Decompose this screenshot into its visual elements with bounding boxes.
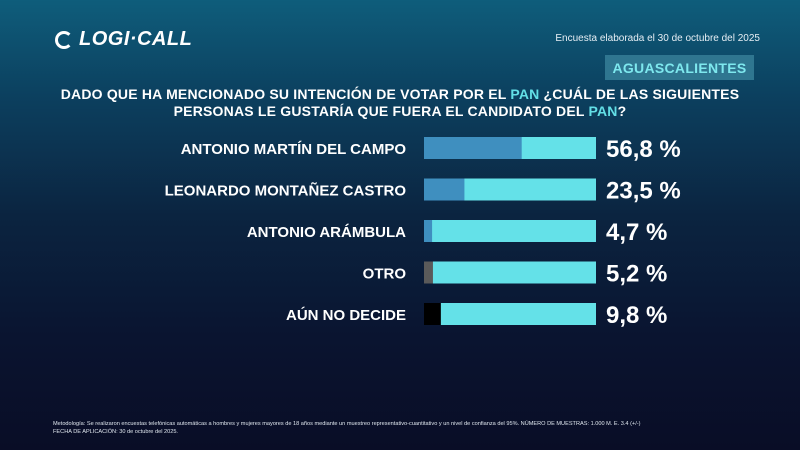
category-label: LEONARDO MONTAÑEZ CASTRO xyxy=(165,182,407,200)
region-badge: AGUASCALIENTES xyxy=(605,55,754,80)
question-title: DADO QUE HA MENCIONADO SU INTENCIÓN DE V… xyxy=(40,86,760,120)
value-label: 4,7 % xyxy=(606,219,667,246)
survey-date: Encuesta elaborada el 30 de octubre del … xyxy=(555,33,760,44)
category-label: ANTONIO MARTÍN DEL CAMPO xyxy=(181,141,407,158)
methodology-line: Metodología: Se realizaron encuestas tel… xyxy=(53,421,641,427)
bar xyxy=(424,220,433,242)
value-label: 9,8 % xyxy=(606,302,667,329)
category-label: OTRO xyxy=(363,266,407,283)
party-highlight: PAN xyxy=(588,103,618,119)
application-date: FECHA DE APLICACIÓN: 30 de octubre del 2… xyxy=(53,429,178,435)
methodology-note: Metodología: Se realizaron encuestas tel… xyxy=(53,420,773,436)
logo-icon xyxy=(55,30,73,49)
category-label: ANTONIO ARÁMBULA xyxy=(247,224,406,241)
bar-track xyxy=(424,178,596,201)
value-label: 23,5 % xyxy=(606,178,681,205)
bar xyxy=(424,137,522,159)
bar xyxy=(424,303,441,325)
value-label: 56,8 % xyxy=(606,136,681,163)
value-label: 5,2 % xyxy=(606,261,667,288)
bar xyxy=(424,261,433,284)
question-text: ¿CUÁL DE LAS SIGUIENTES PERSONAS LE GUST… xyxy=(173,86,740,119)
bar-track xyxy=(424,303,596,325)
party-highlight: PAN xyxy=(510,86,540,102)
category-label: AÚN NO DECIDE xyxy=(286,306,406,324)
logo-text: LOGI·CALL xyxy=(79,28,193,50)
bar-track xyxy=(424,220,596,242)
bar xyxy=(424,178,465,201)
question-text: ? xyxy=(617,103,627,119)
bar-track xyxy=(424,261,596,284)
logo: LOGI·CALL xyxy=(55,28,192,51)
question-text: DADO QUE HA MENCIONADO SU INTENCIÓN DE V… xyxy=(60,86,511,102)
